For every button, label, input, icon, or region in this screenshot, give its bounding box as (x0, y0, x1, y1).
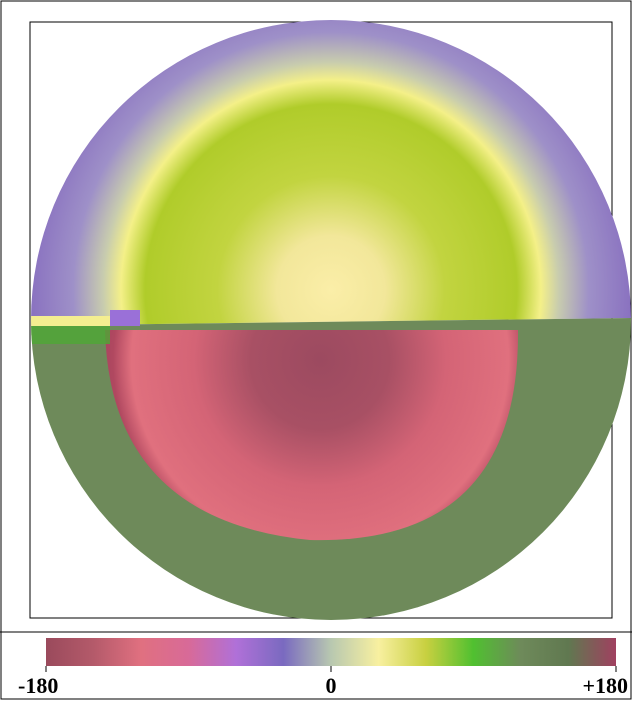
edge-band (31, 316, 110, 326)
red-lobe (105, 330, 519, 541)
tick-label: 0 (326, 673, 337, 698)
edge-band (110, 310, 140, 326)
edge-band (31, 326, 110, 344)
tick-label: -180 (18, 673, 58, 698)
colorbar (46, 638, 616, 666)
tick-label: +180 (582, 673, 628, 698)
